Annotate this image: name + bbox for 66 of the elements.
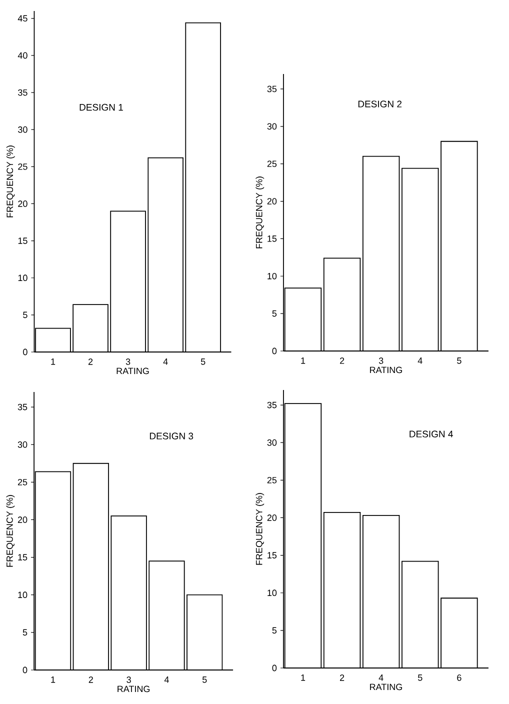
y-tick-label: 5 (272, 627, 277, 634)
x-axis-title: RATING (370, 366, 402, 374)
text: DESIGN 3 (150, 432, 194, 440)
text: DESIGN 4 (410, 430, 453, 438)
x-tick-label: 3 (126, 358, 130, 365)
y-tick-label: 25 (267, 476, 277, 484)
x-tick-label: 2 (88, 358, 93, 365)
y-tick-label: 35 (267, 86, 277, 92)
y-tick-label: 15 (268, 236, 277, 242)
y-tick-label: 25 (18, 163, 28, 170)
y-tick-label: 30 (18, 441, 28, 448)
y-tick-label: 25 (267, 160, 277, 168)
y-axis-title: FREQUENCY (%) (6, 495, 15, 567)
y-tick-label: 10 (18, 274, 28, 282)
y-tick-label: 30 (18, 126, 28, 133)
x-tick-label: 1 (51, 358, 56, 365)
y-tick-label: 35 (18, 404, 28, 410)
y-axis-title: FREQUENCY (%) (256, 493, 264, 565)
y-tick-label: 5 (22, 629, 28, 636)
y-tick-label: 15 (18, 238, 28, 244)
y-tick-label: 35 (18, 89, 28, 96)
y-tick-label: 30 (267, 123, 277, 130)
y-tick-label: 40 (18, 52, 28, 59)
y-tick-label: 15 (18, 554, 28, 560)
x-tick-label: 4 (418, 358, 422, 364)
y-tick-label: 0 (22, 666, 28, 674)
x-tick-label: 5 (202, 676, 207, 683)
y-tick-label: 45 (18, 15, 28, 22)
x-axis-title: RATING (118, 686, 150, 692)
y-tick-label: 25 (18, 478, 28, 486)
x-tick-label: 3 (378, 358, 384, 364)
y-tick-label: 20 (267, 514, 277, 521)
x-axis-title: RATING (116, 368, 149, 374)
text: DESIGN 1 (80, 104, 123, 111)
y-tick-label: 10 (268, 272, 277, 280)
x-tick-label: 5 (457, 358, 462, 364)
text: DESIGN 2 (358, 100, 402, 108)
y-axis-title: FREQUENCY (%) (256, 176, 264, 248)
y-tick-label: 10 (268, 590, 277, 596)
y-tick-label: 0 (23, 348, 28, 356)
x-tick-label: 2 (340, 674, 344, 681)
x-tick-label: 1 (301, 674, 306, 681)
x-tick-label: 5 (418, 674, 422, 681)
y-tick-label: 15 (268, 552, 277, 558)
y-tick-label: 20 (18, 200, 28, 207)
y-tick-label: 0 (272, 664, 277, 672)
x-tick-label: 4 (378, 674, 384, 681)
x-tick-label: 2 (340, 358, 344, 364)
x-tick-label: 6 (457, 674, 462, 681)
x-tick-label: 3 (126, 676, 131, 683)
y-tick-label: 0 (272, 348, 277, 354)
x-tick-label: 1 (301, 358, 306, 364)
y-tick-label: 20 (18, 516, 28, 523)
y-tick-label: 30 (267, 439, 277, 446)
x-tick-label: 5 (200, 358, 206, 365)
y-tick-label: 35 (267, 402, 277, 408)
y-tick-label: 20 (267, 198, 277, 204)
x-tick-label: 4 (164, 676, 169, 683)
x-tick-label: 1 (51, 676, 56, 683)
y-tick-label: 10 (18, 592, 28, 598)
y-tick-label: 5 (272, 310, 277, 317)
x-tick-label: 2 (88, 676, 93, 683)
x-tick-label: 4 (163, 358, 168, 365)
y-axis-title: FREQUENCY (%) (6, 146, 15, 218)
y-tick-label: 5 (23, 312, 28, 318)
x-axis-title: RATING (370, 684, 402, 690)
